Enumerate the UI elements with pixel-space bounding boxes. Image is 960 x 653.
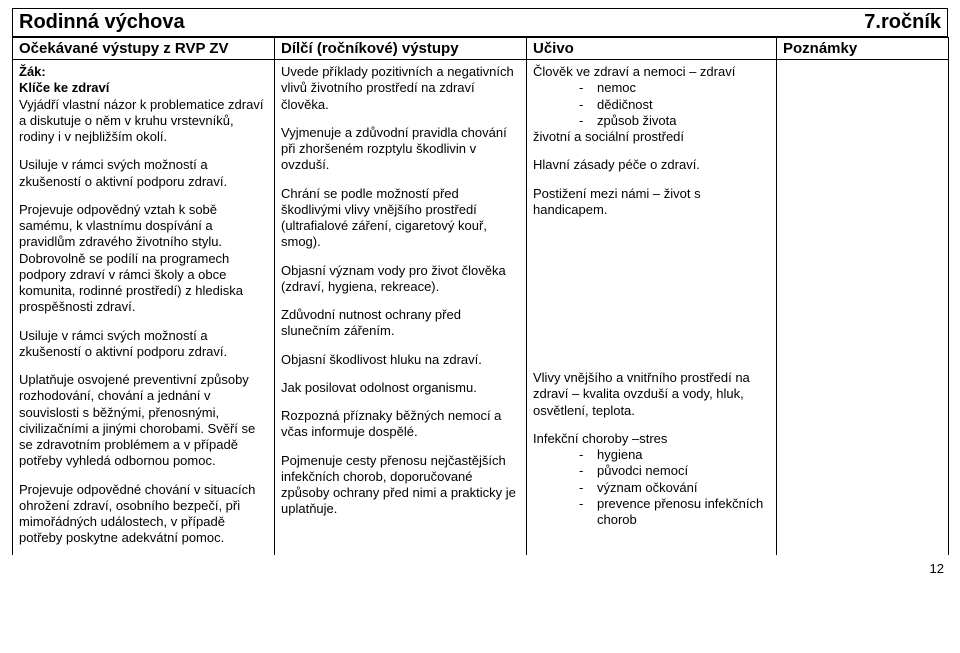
c3-heading: Člověk ve zdraví a nemoci – zdraví [533, 64, 770, 80]
c2-paragraph: Objasní škodlivost hluku na zdraví. [281, 352, 520, 368]
c1-paragraph: Projevuje odpovědné chování v situacích … [19, 482, 268, 547]
title-row: Rodinná výchova 7.ročník [12, 8, 948, 37]
c3-list-item: nemoc [579, 80, 770, 96]
cell-partial-outcomes: Uvede příklady pozitivních a negativních… [275, 60, 527, 555]
cell-ucivo: Člověk ve zdraví a nemoci – zdraví nemoc… [527, 60, 777, 555]
c2-paragraph: Zdůvodní nutnost ochrany před slunečním … [281, 307, 520, 340]
curriculum-table: Očekávané výstupy z RVP ZV Dílčí (ročník… [12, 37, 949, 555]
c3-list-item: význam očkování [579, 480, 770, 496]
col-header-4: Poznámky [777, 38, 949, 60]
cell-expected-outcomes: Žák: Klíče ke zdraví Vyjádří vlastní náz… [13, 60, 275, 555]
c3-paragraph: Hlavní zásady péče o zdraví. [533, 157, 770, 173]
c2-paragraph: Vyjmenuje a zdůvodní pravidla chování př… [281, 125, 520, 174]
c3-paragraph: životní a sociální prostředí [533, 129, 770, 145]
page-number: 12 [12, 555, 948, 576]
c2-paragraph: Uvede příklady pozitivních a negativních… [281, 64, 520, 113]
zak-label: Žák: [19, 64, 46, 79]
c1-paragraph: Uplatňuje osvojené preventivní způsoby r… [19, 372, 268, 470]
c2-paragraph: Rozpozná příznaky běžných nemocí a včas … [281, 408, 520, 441]
c2-paragraph: Objasní význam vody pro život člověka (z… [281, 263, 520, 296]
c3-list-item: dědičnost [579, 97, 770, 113]
c3-list-item: hygiena [579, 447, 770, 463]
c3-paragraph: Postižení mezi námi – život s handicapem… [533, 186, 770, 219]
col-header-3: Učivo [527, 38, 777, 60]
c3-list: hygiena původci nemocí význam očkování p… [533, 447, 770, 528]
c3-list: nemoc dědičnost způsob života [533, 80, 770, 129]
c3-heading: Infekční choroby –stres [533, 431, 770, 447]
c3-spacer [533, 230, 770, 370]
c1-paragraph: Projevuje odpovědný vztah k sobě samému,… [19, 202, 268, 316]
col-header-1: Očekávané výstupy z RVP ZV [13, 38, 275, 60]
cell-poznamky [777, 60, 949, 555]
c3-paragraph: Vlivy vnějšího a vnitřního prostředí na … [533, 370, 770, 419]
klice-label: Klíče ke zdraví [19, 80, 109, 95]
c3-list-item: původci nemocí [579, 463, 770, 479]
c1-paragraph: Usiluje v rámci svých možností a zkušeno… [19, 157, 268, 190]
c1-paragraph: Vyjádří vlastní názor k problematice zdr… [19, 97, 268, 146]
c1-text: komunita, rodinné prostředí) z hlediska … [19, 283, 243, 314]
page-title-right: 7.ročník [858, 9, 947, 36]
c2-paragraph: Chrání se podle možností před škodlivými… [281, 186, 520, 251]
c3-list-item: způsob života [579, 113, 770, 129]
c1-text: Projevuje odpovědný vztah k sobě samému,… [19, 202, 229, 282]
c2-paragraph: Jak posilovat odolnost organismu. [281, 380, 520, 396]
page-title-left: Rodinná výchova [13, 9, 191, 36]
table-header-row: Očekávané výstupy z RVP ZV Dílčí (ročník… [13, 38, 949, 60]
c2-paragraph: Pojmenuje cesty přenosu nejčastějších in… [281, 453, 520, 518]
table-row: Žák: Klíče ke zdraví Vyjádří vlastní náz… [13, 60, 949, 555]
c1-paragraph: Usiluje v rámci svých možností a zkušeno… [19, 328, 268, 361]
col-header-2: Dílčí (ročníkové) výstupy [275, 38, 527, 60]
c3-list-item: prevence přenosu infekčních chorob [579, 496, 770, 529]
